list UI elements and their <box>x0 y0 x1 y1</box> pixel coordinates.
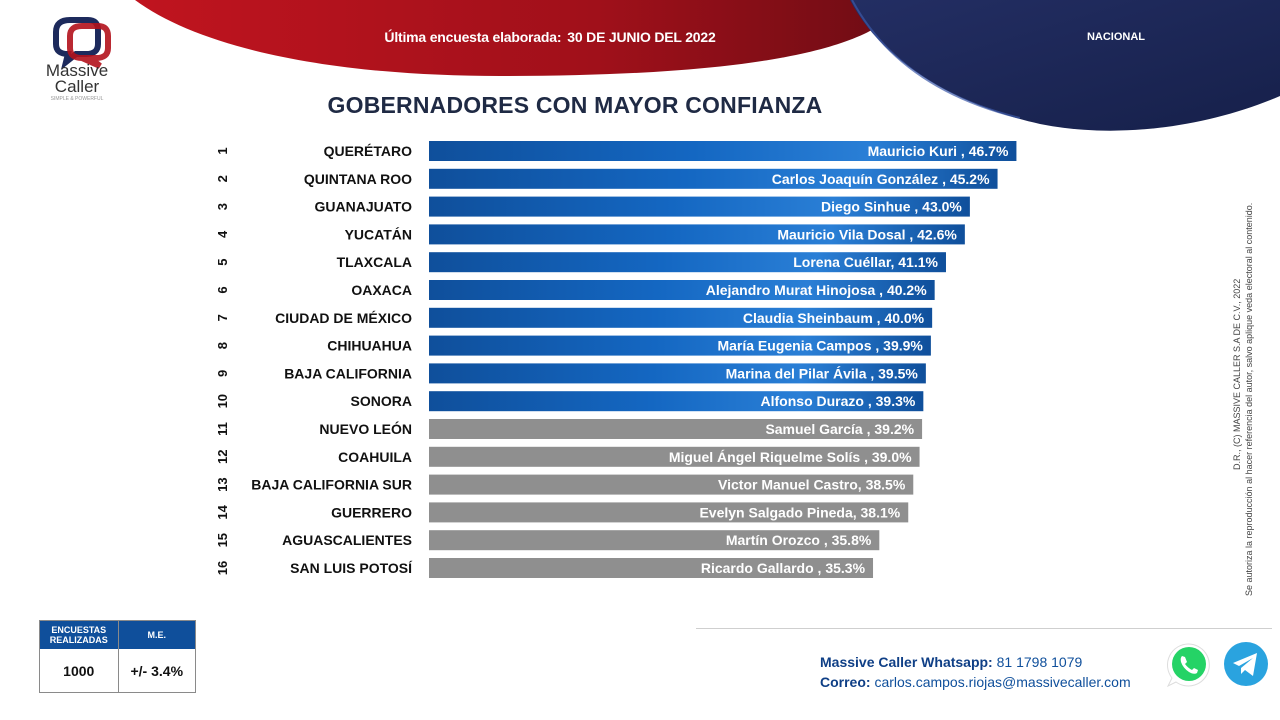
state-label: CIUDAD DE MÉXICO <box>275 310 412 326</box>
copyright-line1: D.R., (C) MASSIVE CALLER S.A DE C.V., 20… <box>1232 279 1242 470</box>
bar <box>429 335 931 356</box>
bar-value-label: Miguel Ángel Riquelme Solís , 39.0% <box>669 449 912 465</box>
rank-label: 4 <box>215 230 230 238</box>
state-label: NUEVO LEÓN <box>319 420 412 437</box>
rank-label: 8 <box>215 342 230 349</box>
rank-label: 10 <box>215 394 230 408</box>
bar <box>429 391 924 412</box>
footer-divider <box>696 628 1272 629</box>
whatsapp-line: Massive Caller Whatsapp: 81 1798 1079 <box>820 652 1131 672</box>
brand-name-line1: Massive <box>45 61 109 80</box>
bar <box>429 446 920 467</box>
bar-value-label: Alejandro Murat Hinojosa , 40.2% <box>706 282 927 298</box>
state-label: QUINTANA ROO <box>304 171 412 187</box>
rank-label: 5 <box>215 259 230 266</box>
survey-table-row: 1000 +/- 3.4% <box>40 649 195 692</box>
rank-label: 14 <box>215 504 230 519</box>
survey-date-header: Última encuesta elaborada: 30 DE JUNIO DE… <box>330 29 770 45</box>
rank-label: 12 <box>215 450 230 464</box>
navy-banner <box>850 0 1280 131</box>
state-label: AGUASCALIENTES <box>282 532 412 548</box>
margin-error-header: M.E. <box>147 630 166 640</box>
survey-label: Última encuesta elaborada: <box>384 29 562 45</box>
copyright-line2: Se autoriza la reproducción al hacer ref… <box>1244 203 1254 596</box>
state-label: TLAXCALA <box>337 254 412 270</box>
state-label: SAN LUIS POTOSÍ <box>290 560 413 576</box>
bar-value-label: María Eugenia Campos , 39.9% <box>717 338 923 354</box>
bar-value-label: Marina del Pilar Ávila , 39.5% <box>726 365 919 381</box>
state-label: BAJA CALIFORNIA SUR <box>251 477 412 493</box>
state-label: OAXACA <box>351 282 412 298</box>
scope-label: NACIONAL <box>1086 31 1146 43</box>
bar-value-label: Carlos Joaquín González , 45.2% <box>772 171 990 187</box>
bar-value-label: Martín Orozco , 35.8% <box>726 532 872 548</box>
bar <box>429 474 914 495</box>
bar-value-label: Claudia Sheinbaum , 40.0% <box>743 310 925 326</box>
bar-value-label: Alfonso Durazo , 39.3% <box>761 393 916 409</box>
margin-error-value: +/- 3.4% <box>130 662 184 679</box>
brand-tagline: SIMPLE & POWERFUL <box>50 96 104 102</box>
bar <box>429 530 880 551</box>
bar <box>429 280 935 300</box>
contact-info: Massive Caller Whatsapp: 81 1798 1079 Co… <box>820 652 1131 692</box>
whatsapp-icon[interactable] <box>1164 640 1214 690</box>
email-address[interactable]: carlos.campos.riojas@massivecaller.com <box>874 674 1131 690</box>
rank-label: 13 <box>215 477 230 491</box>
state-label: QUERÉTARO <box>324 143 413 159</box>
state-label: SONORA <box>351 393 412 409</box>
bar <box>429 196 970 217</box>
state-label: BAJA CALIFORNIA <box>284 365 412 381</box>
email-line: Correo: carlos.campos.riojas@massivecall… <box>820 672 1131 692</box>
rank-label: 3 <box>215 203 230 210</box>
rank-label: 9 <box>215 370 230 377</box>
survey-date: 30 DE JUNIO DEL 2022 <box>567 29 716 45</box>
rank-label: 1 <box>215 147 230 154</box>
state-label: CHIHUAHUA <box>327 338 412 354</box>
bar <box>429 307 933 328</box>
bar <box>429 419 923 439</box>
survey-table-header: ENCUESTAS REALIZADAS M.E. <box>40 621 195 649</box>
bar <box>429 502 909 523</box>
state-label: GUERRERO <box>331 504 412 520</box>
red-banner <box>135 0 905 76</box>
whatsapp-number[interactable]: 81 1798 1079 <box>996 654 1083 670</box>
bar-value-label: Ricardo Gallardo , 35.3% <box>701 560 866 576</box>
rank-label: 16 <box>215 561 230 575</box>
rank-label: 2 <box>215 175 230 182</box>
bar <box>429 168 998 189</box>
bar-value-label: Victor Manuel Castro, 38.5% <box>718 477 906 493</box>
brand-name-line2: Caller <box>54 77 100 96</box>
telegram-icon[interactable] <box>1222 640 1270 688</box>
whatsapp-label: Massive Caller Whatsapp: <box>820 654 993 670</box>
bar <box>429 141 1017 161</box>
email-label: Correo: <box>820 674 871 690</box>
rank-label: 11 <box>215 422 230 436</box>
bar <box>429 363 926 384</box>
bar-value-label: Diego Sinhue , 43.0% <box>821 199 962 215</box>
rank-label: 6 <box>215 286 230 293</box>
copyright-note: D.R., (C) MASSIVE CALLER S.A DE C.V., 20… <box>1232 203 1254 596</box>
rank-label: 7 <box>215 314 230 321</box>
bar-value-label: Mauricio Vila Dosal , 42.6% <box>777 226 957 242</box>
state-label: GUANAJUATO <box>315 199 413 215</box>
chart-title: GOBERNADORES CON MAYOR CONFIANZA <box>327 92 823 118</box>
bar-value-label: Evelyn Salgado Pineda, 38.1% <box>699 504 900 520</box>
bar <box>429 224 965 245</box>
surveys-value: 1000 <box>40 649 119 692</box>
survey-info-table: ENCUESTAS REALIZADAS M.E. 1000 +/- 3.4% <box>39 620 196 693</box>
governors-bar-chart: 1 QUERÉTARO Mauricio Kuri , 46.7% 2 QUINTANA… <box>215 141 1017 578</box>
state-label: YUCATÁN <box>345 226 412 242</box>
bar-value-label: Samuel García , 39.2% <box>765 421 914 437</box>
bar-value-label: Lorena Cuéllar, 41.1% <box>793 254 938 270</box>
bar <box>429 558 874 578</box>
bar <box>429 252 946 273</box>
surveys-header: ENCUESTAS REALIZADAS <box>40 621 119 649</box>
bar-value-label: Mauricio Kuri , 46.7% <box>868 143 1009 159</box>
massive-caller-logo <box>53 17 111 70</box>
rank-label: 15 <box>215 533 230 547</box>
state-label: COAHUILA <box>338 449 412 465</box>
